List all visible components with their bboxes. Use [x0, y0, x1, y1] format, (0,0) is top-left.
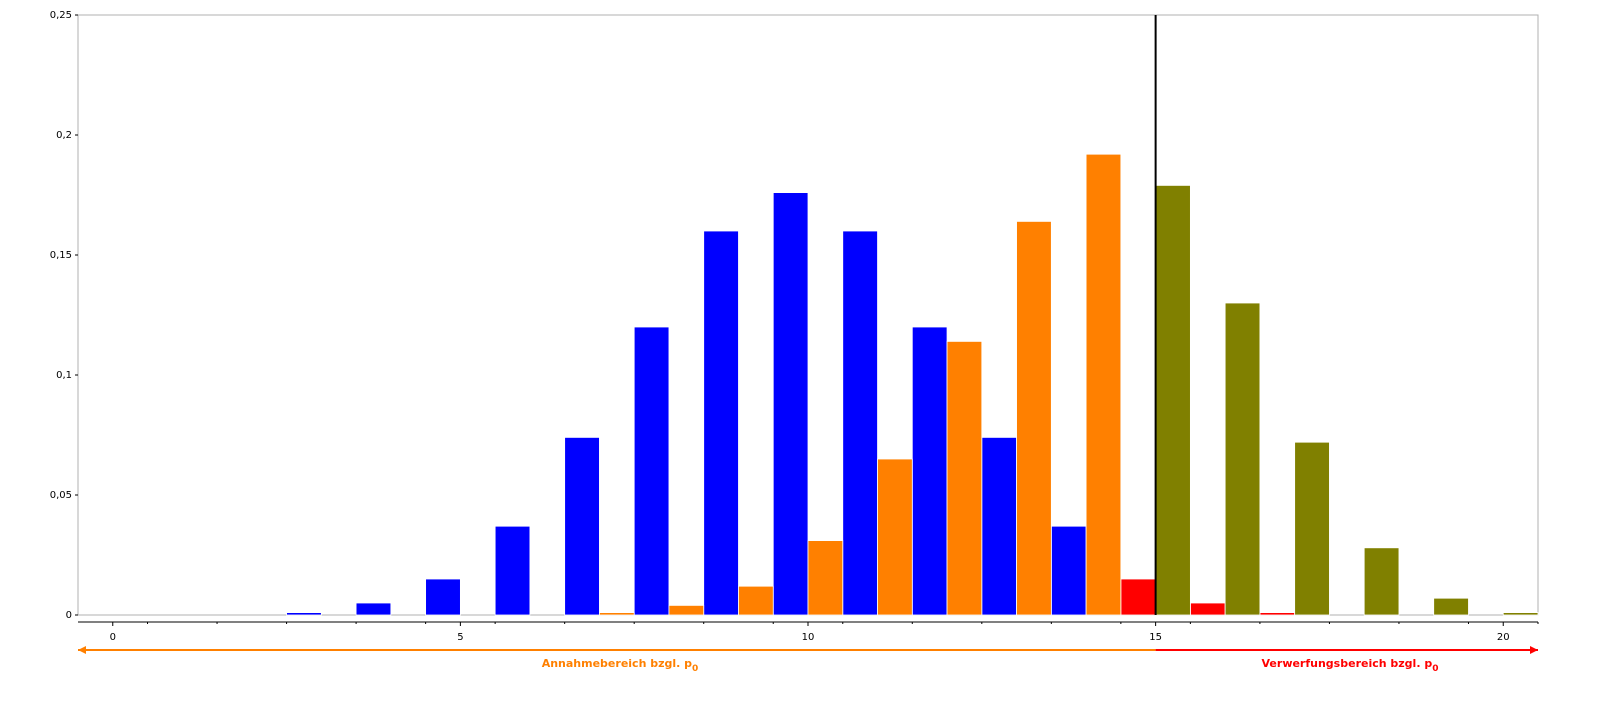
bar — [1120, 578, 1157, 616]
bar — [807, 540, 844, 616]
x-tick-label: 0 — [110, 632, 116, 643]
region-text: Verwerfungsbereich bzgl. p — [1262, 657, 1433, 670]
bar — [1502, 612, 1539, 616]
bar — [772, 192, 809, 616]
bar — [877, 458, 913, 616]
bar — [1016, 220, 1052, 616]
bar — [842, 230, 878, 616]
y-tick-label: 0,25 — [50, 10, 72, 21]
y-tick-label: 0,2 — [56, 130, 72, 141]
x-tick-label: 20 — [1497, 632, 1510, 643]
region-label: Verwerfungsbereich bzgl. p0 — [1262, 657, 1439, 674]
bar — [911, 326, 948, 616]
bar — [738, 585, 774, 616]
bar — [1259, 612, 1296, 616]
bar — [425, 578, 461, 616]
y-tick-label: 0,05 — [50, 490, 72, 501]
x-tick-label: 5 — [457, 632, 463, 643]
bar — [286, 612, 322, 616]
region-text: Annahmebereich bzgl. p — [542, 657, 692, 670]
bar — [1189, 602, 1226, 616]
bar — [564, 436, 600, 616]
bar — [981, 436, 1017, 616]
bar — [1294, 441, 1330, 616]
bar — [1433, 597, 1469, 616]
bar — [633, 326, 670, 616]
arrow-head — [1530, 646, 1538, 654]
arrow-head — [78, 646, 86, 654]
bar — [1155, 184, 1191, 616]
x-tick-label: 15 — [1149, 632, 1162, 643]
bar — [494, 525, 531, 616]
y-tick-label: 0 — [66, 610, 72, 621]
y-tick-label: 0,15 — [50, 250, 72, 261]
bar — [1050, 525, 1087, 616]
bar — [355, 602, 392, 616]
bar — [1224, 302, 1261, 616]
y-tick-label: 0,1 — [56, 370, 72, 381]
bar — [668, 605, 705, 616]
bar — [703, 230, 739, 616]
x-tick-label: 10 — [802, 632, 815, 643]
bar — [599, 612, 635, 616]
bar — [1085, 153, 1122, 616]
bar — [946, 340, 983, 616]
region-subscript: 0 — [1432, 664, 1438, 674]
region-subscript: 0 — [692, 664, 698, 674]
region-label: Annahmebereich bzgl. p0 — [542, 657, 699, 674]
bar — [1363, 547, 1400, 616]
